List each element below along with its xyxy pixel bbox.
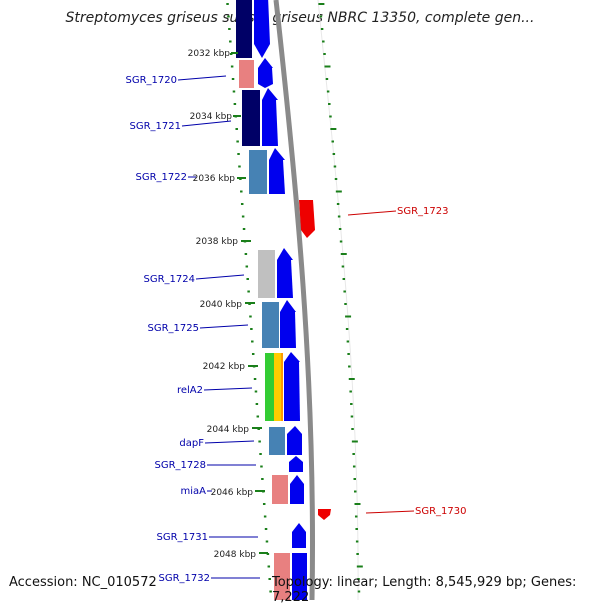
gene-sgr1728[interactable] <box>289 456 303 472</box>
scale-label-2036: 2036 kbp <box>193 174 246 184</box>
topology-label: Topology: linear; Length: 8,545,929 bp; … <box>272 575 577 605</box>
svg-text:SGR_1730: SGR_1730 <box>415 506 467 517</box>
label-sgr1728[interactable]: SGR_1728 <box>155 460 257 471</box>
gene-sgr1724[interactable] <box>258 248 293 298</box>
svg-text:2042 kbp: 2042 kbp <box>203 362 246 372</box>
scale-label-2046: 2046 kbp <box>211 488 265 498</box>
svg-text:relA2: relA2 <box>177 385 203 396</box>
label-sgr1723[interactable]: SGR_1723 <box>347 206 449 217</box>
gene-dapf[interactable] <box>269 426 302 455</box>
scale-label-2040: 2040 kbp <box>200 300 255 310</box>
scale-label-2032: 2032 kbp <box>188 49 238 59</box>
svg-text:SGR_1720: SGR_1720 <box>126 75 178 86</box>
svg-text:SGR_1728: SGR_1728 <box>155 460 207 471</box>
accession-label: Accession: NC_010572 <box>9 575 157 590</box>
svg-text:SGR_1723: SGR_1723 <box>397 206 449 217</box>
label-dapf[interactable]: dapF <box>179 438 255 449</box>
gene-sgr1721[interactable] <box>242 88 278 146</box>
svg-text:SGR_1724: SGR_1724 <box>144 274 196 285</box>
svg-text:2040 kbp: 2040 kbp <box>200 300 243 310</box>
label-rela2[interactable]: relA2 <box>177 385 253 396</box>
svg-text:SGR_1732: SGR_1732 <box>159 573 211 584</box>
label-sgr1725[interactable]: SGR_1725 <box>148 323 249 334</box>
label-sgr1722[interactable]: SGR_1722 <box>136 172 197 183</box>
gene-sgr1719[interactable] <box>236 0 270 58</box>
svg-text:SGR_1731: SGR_1731 <box>157 532 209 543</box>
chromosome-backbone <box>273 0 316 600</box>
svg-text:2032 kbp: 2032 kbp <box>188 49 231 59</box>
label-miaa[interactable]: miaA <box>181 486 213 497</box>
svg-text:2036 kbp: 2036 kbp <box>193 174 236 184</box>
scale-label-2042: 2042 kbp <box>203 362 258 372</box>
track-boundary-right <box>317 0 359 600</box>
gene-rela2[interactable] <box>265 352 300 421</box>
svg-text:SGR_1725: SGR_1725 <box>148 323 200 334</box>
label-sgr1721[interactable]: SGR_1721 <box>130 120 232 132</box>
scale-label-2044: 2044 kbp <box>207 425 262 435</box>
map-title: Streptomyces griseus subsp. griseus NBRC… <box>65 10 535 26</box>
gene-sgr1720[interactable] <box>239 58 273 88</box>
label-sgr1730[interactable]: SGR_1730 <box>365 506 467 517</box>
label-sgr1724[interactable]: SGR_1724 <box>144 274 245 285</box>
svg-text:miaA: miaA <box>181 486 207 497</box>
gene-sgr1725[interactable] <box>262 300 296 348</box>
gene-sgr1723[interactable] <box>299 200 315 238</box>
svg-text:2034 kbp: 2034 kbp <box>190 112 233 122</box>
scale-ruler-right <box>318 3 363 593</box>
svg-text:2038 kbp: 2038 kbp <box>196 237 239 247</box>
label-sgr1731[interactable]: SGR_1731 <box>157 532 259 543</box>
scale-label-2034: 2034 kbp <box>190 112 241 122</box>
gene-sgr1722[interactable] <box>249 148 285 194</box>
svg-text:2048 kbp: 2048 kbp <box>214 550 257 560</box>
gene-miaa[interactable] <box>272 475 304 504</box>
scale-label-2048: 2048 kbp <box>214 550 268 560</box>
gene-sgr1730[interactable] <box>318 509 331 520</box>
label-sgr1720[interactable]: SGR_1720 <box>126 75 227 86</box>
gene-sgr1732[interactable] <box>274 553 307 600</box>
gene-sgr1731[interactable] <box>292 523 306 548</box>
label-sgr1732[interactable]: SGR_1732 <box>159 573 261 584</box>
svg-text:2046 kbp: 2046 kbp <box>211 488 254 498</box>
svg-text:dapF: dapF <box>179 438 204 449</box>
svg-text:2044 kbp: 2044 kbp <box>207 425 250 435</box>
svg-text:SGR_1722: SGR_1722 <box>136 172 188 183</box>
scale-label-2038: 2038 kbp <box>196 237 251 247</box>
svg-text:SGR_1721: SGR_1721 <box>130 121 182 132</box>
